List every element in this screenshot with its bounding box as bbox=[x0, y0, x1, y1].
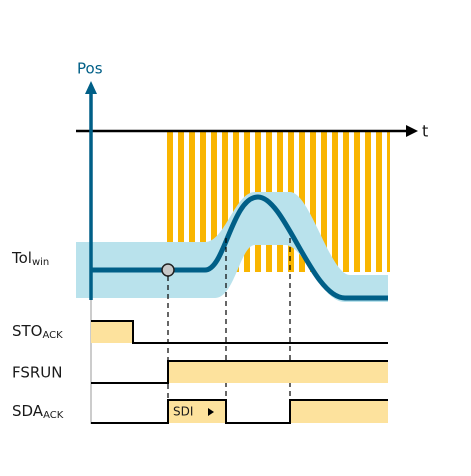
tolerance-band bbox=[76, 192, 388, 302]
pos-label: Pos bbox=[77, 60, 103, 78]
signal-fsrun bbox=[91, 360, 388, 384]
signal-sto bbox=[91, 320, 388, 344]
position-curve bbox=[91, 194, 388, 301]
signal-label: SDAACK bbox=[12, 402, 64, 422]
signal-high bbox=[290, 400, 388, 423]
tol-label: Tolwin bbox=[11, 249, 49, 269]
pos-arrow bbox=[85, 81, 97, 94]
signal-high bbox=[168, 400, 226, 423]
signal-high bbox=[91, 321, 133, 343]
signal-sda bbox=[91, 399, 388, 424]
t-label: t bbox=[422, 122, 428, 141]
pulse-arrow bbox=[208, 408, 214, 416]
signal-label: STOACK bbox=[12, 322, 63, 342]
pulse-label: SDI bbox=[173, 405, 193, 419]
signal-high bbox=[168, 361, 388, 383]
start-point bbox=[161, 263, 175, 277]
t-arrow bbox=[406, 125, 418, 137]
signal-label: FSRUN bbox=[12, 364, 63, 382]
